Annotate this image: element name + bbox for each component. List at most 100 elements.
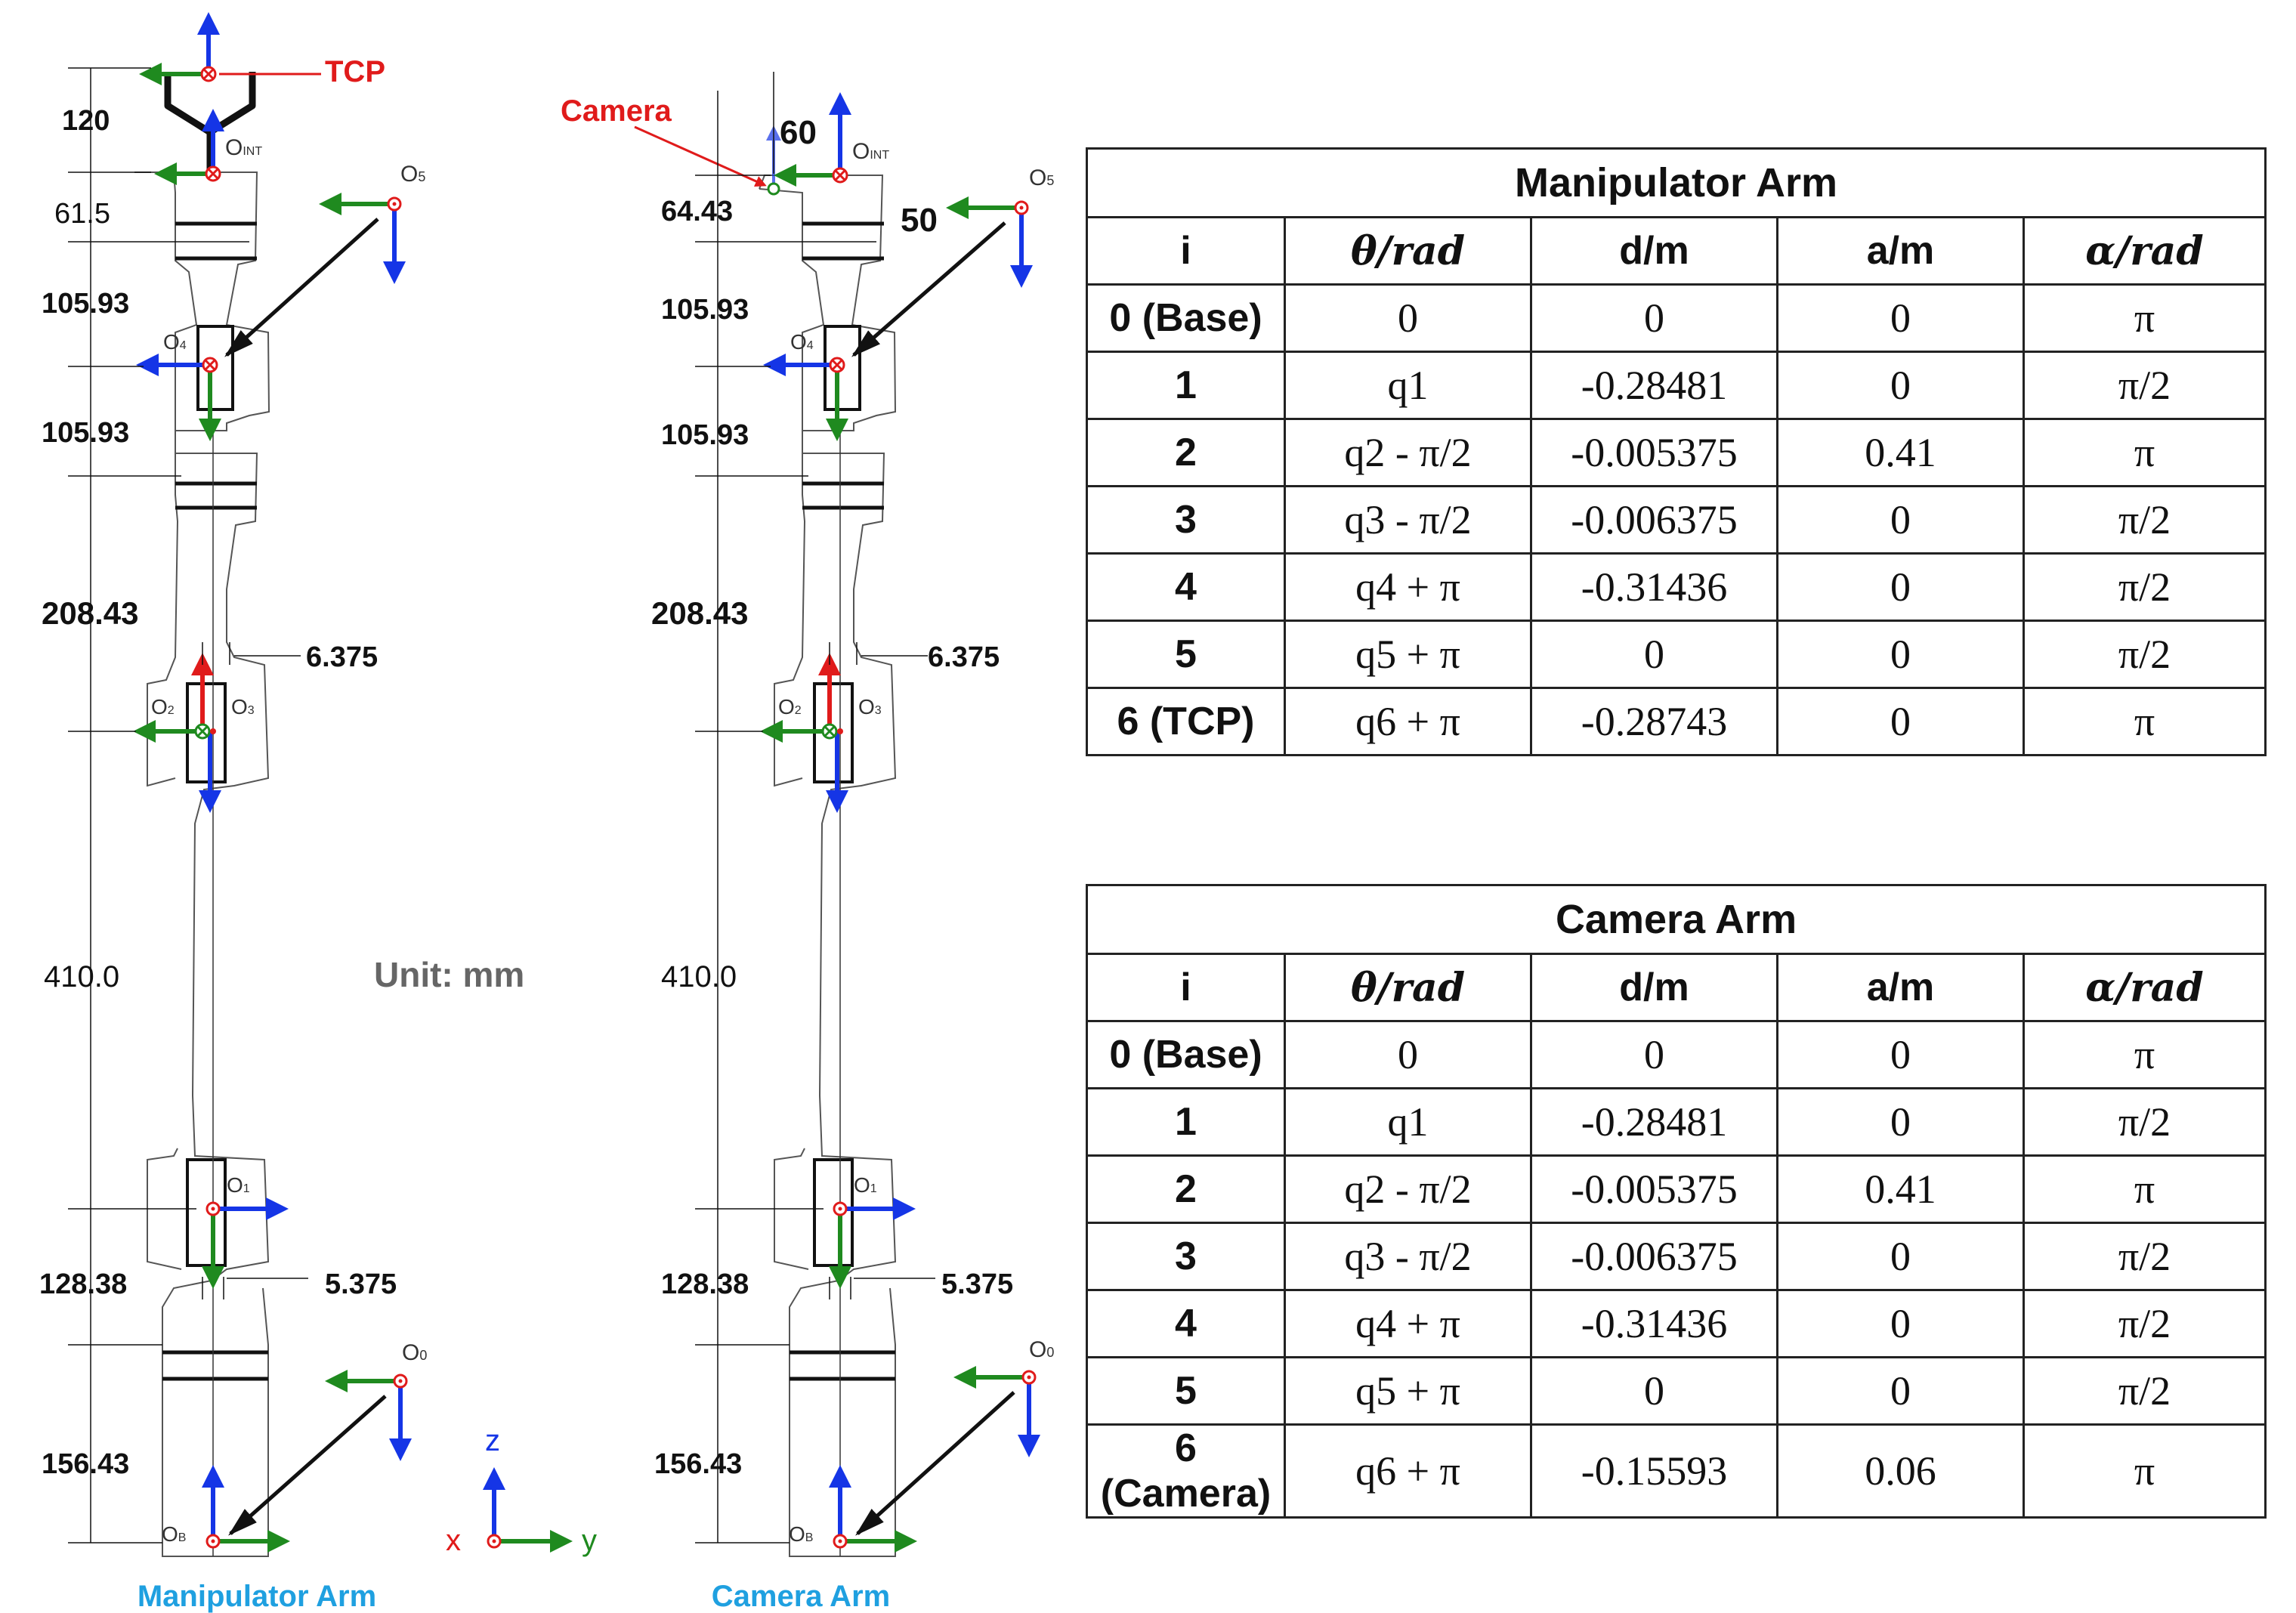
camera-arm-outline bbox=[759, 175, 897, 1557]
camera-origin-icon bbox=[767, 182, 780, 196]
table-title: Manipulator Arm bbox=[1085, 147, 2267, 218]
camera-joint4-plate bbox=[824, 325, 861, 411]
axis-y-label: y bbox=[582, 1524, 597, 1557]
cell-alpha: π/2 bbox=[2022, 552, 2267, 622]
col-header-theta: θ/rad bbox=[1284, 216, 1532, 286]
camera-label: Camera bbox=[561, 94, 672, 128]
table-row: 5 q5 + π 0 0 π/2 bbox=[1086, 1356, 2267, 1426]
cell-theta: q4 + π bbox=[1284, 552, 1532, 622]
oint-label: OINT bbox=[225, 135, 262, 160]
camera-dim-6-375: 6.375 bbox=[928, 641, 1000, 673]
manip-dim-208-43: 208.43 bbox=[42, 595, 138, 631]
manip-dim-61-5: 61.5 bbox=[54, 198, 110, 230]
cell-i: 2 bbox=[1086, 418, 1286, 487]
table-row: 0 (Base) 0 0 0 π bbox=[1086, 283, 2267, 353]
manip-joint1-plate bbox=[186, 1158, 227, 1267]
cell-a: 0 bbox=[1776, 1222, 2025, 1291]
col-header-i: i bbox=[1086, 953, 1286, 1022]
camera-dim-105-93-a: 105.93 bbox=[661, 294, 749, 326]
cell-i: 4 bbox=[1086, 552, 1286, 622]
camera-o2-label: O2 bbox=[778, 695, 802, 718]
camera-dim-60: 60 bbox=[780, 114, 817, 151]
cell-i: 4 bbox=[1086, 1289, 1286, 1358]
cell-d: -0.15593 bbox=[1530, 1423, 1778, 1519]
cell-theta: q1 bbox=[1284, 1087, 1532, 1157]
cell-a: 0 bbox=[1776, 552, 2025, 622]
kinematic-diagram: TCP OINT O5 O4 O2 O3 O1 bbox=[39, 12, 1054, 1613]
o0-label: O0 bbox=[402, 1340, 427, 1365]
cell-d: -0.005375 bbox=[1530, 1154, 1778, 1224]
cell-alpha: π bbox=[2022, 283, 2267, 353]
tcp-label: TCP bbox=[325, 55, 385, 88]
table-row: 0 (Base) 0 0 0 π bbox=[1086, 1020, 2267, 1089]
camera-ob-label: OB bbox=[789, 1522, 813, 1546]
cell-theta: 0 bbox=[1284, 283, 1532, 353]
cell-a: 0 bbox=[1776, 620, 2025, 689]
col-header-d: d/m bbox=[1530, 216, 1778, 286]
cell-i: 0 (Base) bbox=[1086, 283, 1286, 353]
manip-dim-120: 120 bbox=[62, 105, 110, 137]
axis-x-label: x bbox=[446, 1524, 461, 1557]
cell-theta: q5 + π bbox=[1284, 620, 1532, 689]
table-row: 4 q4 + π -0.31436 0 π/2 bbox=[1086, 1289, 2267, 1358]
table-row: 6 (TCP) q6 + π -0.28743 0 π bbox=[1086, 687, 2267, 756]
col-header-d: d/m bbox=[1530, 953, 1778, 1022]
manip-dim-5-375: 5.375 bbox=[325, 1268, 397, 1300]
col-header-theta: θ/rad bbox=[1284, 953, 1532, 1022]
cell-alpha: π bbox=[2022, 687, 2267, 756]
camera-dim-410: 410.0 bbox=[661, 960, 737, 993]
cell-i: 1 bbox=[1086, 1087, 1286, 1157]
cell-d: -0.28481 bbox=[1530, 351, 1778, 420]
cell-i: 1 bbox=[1086, 351, 1286, 420]
manip-dim-128-38: 128.38 bbox=[39, 1268, 127, 1300]
camera-o3-origin-icon bbox=[837, 728, 843, 734]
cell-theta: q1 bbox=[1284, 351, 1532, 420]
cell-a: 0 bbox=[1776, 1020, 2025, 1089]
camera-leader bbox=[634, 125, 767, 187]
cell-alpha: π bbox=[2022, 1423, 2267, 1519]
o4-label: O4 bbox=[163, 330, 187, 354]
world-axes-legend: z x y bbox=[446, 1424, 597, 1557]
table-row: 1 q1 -0.28481 0 π/2 bbox=[1086, 1087, 2267, 1157]
cell-theta: q6 + π bbox=[1284, 687, 1532, 756]
axis-z-label: z bbox=[485, 1424, 500, 1457]
cell-d: -0.31436 bbox=[1530, 552, 1778, 622]
unit-label: Unit: mm bbox=[374, 955, 524, 994]
camera-arm-drawing: OINT Camera O5 O4 O2 O3 O1 bbox=[561, 72, 1054, 1613]
camera-dim-50: 50 bbox=[901, 202, 938, 239]
cell-i: 3 bbox=[1086, 1222, 1286, 1291]
camera-o5-to-o4-arrow bbox=[851, 221, 1006, 357]
ob-label: OB bbox=[162, 1522, 186, 1546]
cell-alpha: π/2 bbox=[2022, 351, 2267, 420]
table-row: 3 q3 - π/2 -0.006375 0 π/2 bbox=[1086, 485, 2267, 555]
o1-label: O1 bbox=[227, 1173, 250, 1197]
cell-theta: q2 - π/2 bbox=[1284, 418, 1532, 487]
cell-d: -0.006375 bbox=[1530, 1222, 1778, 1291]
col-header-a: a/m bbox=[1776, 953, 2025, 1022]
cell-d: 0 bbox=[1530, 620, 1778, 689]
camera-dim-64-43: 64.43 bbox=[661, 196, 733, 227]
cell-d: -0.31436 bbox=[1530, 1289, 1778, 1358]
manip-caption: Manipulator Arm bbox=[138, 1580, 376, 1613]
cell-a: 0.06 bbox=[1776, 1423, 2025, 1519]
camera-dim-128-38: 128.38 bbox=[661, 1268, 749, 1300]
table-header-row: i θ/rad d/m a/m α/rad bbox=[1086, 953, 2267, 1022]
cell-alpha: π/2 bbox=[2022, 1087, 2267, 1157]
cell-d: 0 bbox=[1530, 1020, 1778, 1089]
camera-caption: Camera Arm bbox=[712, 1580, 890, 1613]
cell-theta: q3 - π/2 bbox=[1284, 485, 1532, 555]
camera-o0-to-ob-arrow bbox=[855, 1391, 1015, 1536]
camera-o5-label: O5 bbox=[1029, 165, 1054, 190]
cell-d: -0.28481 bbox=[1530, 1087, 1778, 1157]
table-row: 4 q4 + π -0.31436 0 π/2 bbox=[1086, 552, 2267, 622]
table-row: 6 (Camera) q6 + π -0.15593 0.06 π bbox=[1086, 1423, 2267, 1519]
cell-i: 5 bbox=[1086, 1356, 1286, 1426]
cell-d: -0.005375 bbox=[1530, 418, 1778, 487]
manipulator-dh-table: Manipulator Arm i θ/rad d/m a/m α/rad 0 … bbox=[1085, 147, 2267, 756]
table-row: 1 q1 -0.28481 0 π/2 bbox=[1086, 351, 2267, 420]
manipulator-arm-drawing: TCP OINT O5 O4 O2 O3 O1 bbox=[39, 12, 427, 1613]
cell-a: 0 bbox=[1776, 1087, 2025, 1157]
cell-i: 3 bbox=[1086, 485, 1286, 555]
cell-theta: q3 - π/2 bbox=[1284, 1222, 1532, 1291]
camera-dim-5-375: 5.375 bbox=[941, 1268, 1013, 1300]
